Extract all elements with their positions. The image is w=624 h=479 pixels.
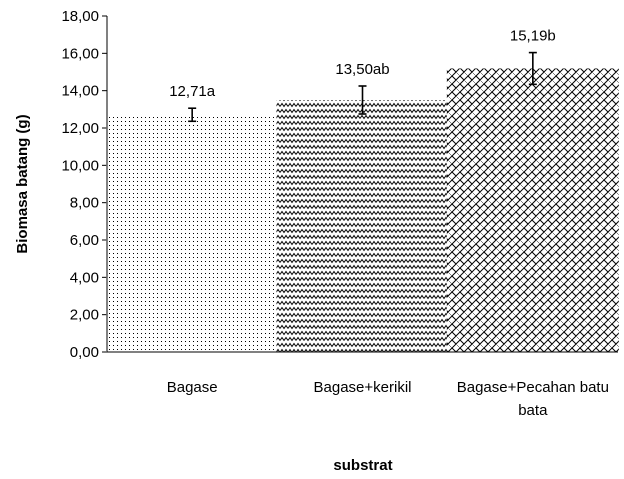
y-axis-ticks: 0,00 2,00 4,00 6,00 8,00 10,00 12,00 14,00 16,00… — [61, 8, 107, 361]
data-label: 13,50ab — [335, 61, 389, 78]
bar — [106, 114, 279, 352]
y-tick-label: 2,00 — [70, 307, 99, 324]
x-tick-label: Bagase — [167, 379, 218, 396]
x-tick-label: Bagase+Pecahan batu — [457, 379, 609, 396]
bar — [276, 100, 449, 352]
y-axis-title: Biomasa batang (g) — [14, 114, 31, 253]
y-tick-label: 0,00 — [70, 344, 99, 361]
data-label: 12,71a — [169, 83, 216, 100]
bar — [446, 68, 619, 352]
error-bars-group — [188, 51, 537, 123]
y-tick-label: 4,00 — [70, 269, 99, 286]
x-axis-labels: Bagase Bagase+kerikil Bagase+Pecahan batu b… — [167, 379, 609, 419]
y-tick-label: 16,00 — [61, 45, 99, 62]
y-tick-label: 10,00 — [61, 157, 99, 174]
y-tick-label: 12,00 — [61, 120, 99, 137]
y-tick-label: 14,00 — [61, 83, 99, 100]
data-label: 15,19b — [510, 28, 556, 45]
y-tick-label: 8,00 — [70, 195, 99, 212]
data-labels-group: 12,71a 13,50ab 15,19b — [169, 28, 556, 101]
y-tick-label: 6,00 — [70, 232, 99, 249]
x-tick-label: bata — [518, 402, 548, 419]
bars-group — [106, 68, 619, 352]
x-axis-title: substrat — [333, 457, 392, 474]
x-tick-label: Bagase+kerikil — [314, 379, 412, 396]
y-tick-label: 18,00 — [61, 8, 99, 25]
